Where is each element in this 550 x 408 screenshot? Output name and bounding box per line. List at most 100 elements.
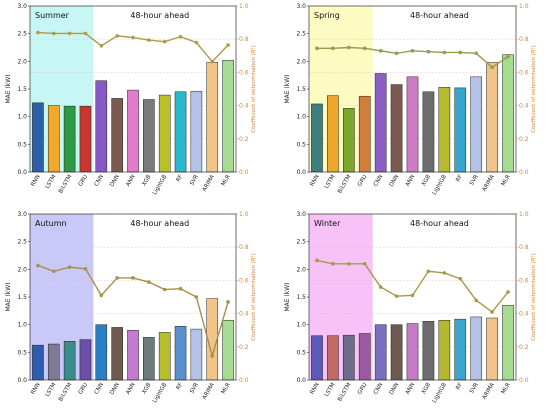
x-tick-label: LightGB <box>432 382 448 404</box>
bar-RNN <box>32 102 44 173</box>
x-tick-label: ARIMA <box>202 382 216 401</box>
y2-tick-label: 0.2 <box>239 344 249 351</box>
y2-tick-label: 0.6 <box>519 69 529 76</box>
y-tick-label: 2.0 <box>17 266 27 273</box>
bar-LightGB <box>158 332 171 381</box>
y-axis-label: MAE (kW) <box>5 282 12 311</box>
x-tick-label: GRU <box>78 174 89 188</box>
y2-tick-label: 0.2 <box>519 136 529 143</box>
bar-BiLSTM <box>342 334 355 381</box>
bar-CNN <box>374 324 387 381</box>
bar-MLR <box>222 319 234 381</box>
r2-point-XGB <box>426 49 431 54</box>
r2-point-CNN <box>99 44 104 48</box>
bar-CNN <box>95 80 108 173</box>
r2-point-DNN <box>115 34 119 38</box>
y-axis-label: MAE (kW) <box>284 282 291 311</box>
r2-point-DNN <box>394 294 399 298</box>
r2-point-ARIMA <box>490 310 494 314</box>
panel-1: 0.0 0.5 1.0 1.5 2.0 2.5 3.0 0.0 0.2 0.4 0.6 0.8 1.0 R… <box>284 3 537 196</box>
y-tick-label: 1.5 <box>17 294 27 301</box>
y2-tick-label: 0.6 <box>239 277 249 284</box>
y-tick-label: 2.5 <box>17 31 27 38</box>
season-title: Spring <box>314 11 340 20</box>
r2-point-ANN <box>131 35 135 40</box>
y2-axis-label: Coefficient of determination (R²) <box>250 45 257 132</box>
r2-point-DNN <box>394 51 399 56</box>
bar-MLR <box>502 54 514 173</box>
bar-SVR <box>470 316 483 381</box>
bar-ANN <box>127 89 139 173</box>
bar-LSTM <box>47 105 60 173</box>
y2-tick-label: 0.0 <box>239 377 249 384</box>
y2-tick-label: 0.4 <box>519 311 529 318</box>
x-tick-label: XGB <box>141 382 152 396</box>
r2-point-ANN <box>410 293 415 298</box>
r2-point-RF <box>458 276 463 281</box>
x-tick-label: BiLSTM <box>58 174 73 195</box>
r2-point-LightGB <box>162 287 167 292</box>
bar-GRU <box>79 339 92 381</box>
season-title: Autumn <box>35 219 67 228</box>
x-tick-label: CNN <box>94 382 105 396</box>
y-tick-label: 2.5 <box>296 239 306 246</box>
x-tick-label: GRU <box>357 382 368 396</box>
x-tick-label: RNN <box>30 382 41 396</box>
r2-point-RNN <box>36 30 40 35</box>
x-tick-label: ARIMA <box>482 382 496 401</box>
panel-3: 0.0 0.5 1.0 1.5 2.0 2.5 3.0 0.0 0.2 0.4 0.6 0.8 1.0 R… <box>284 211 537 404</box>
panel-0: 0.0 0.5 1.0 1.5 2.0 2.5 3.0 0.0 0.2 0.4 0.6 0.8 1.0 R… <box>5 3 257 196</box>
x-tick-label: RF <box>455 382 464 391</box>
bar-LSTM <box>327 335 339 381</box>
bar-GRU <box>79 105 92 173</box>
x-tick-label: RNN <box>30 174 41 188</box>
y2-tick-label: 0.4 <box>239 311 249 318</box>
y2-tick-label: 1.0 <box>519 211 529 218</box>
bar-RF <box>174 326 187 381</box>
x-tick-label: DNN <box>109 174 121 188</box>
x-tick-label: CNN <box>94 174 105 188</box>
x-tick-label: BiLSTM <box>337 174 352 195</box>
x-tick-label: XGB <box>421 174 432 188</box>
r2-point-GRU <box>362 46 367 51</box>
r2-point-RF <box>178 34 183 39</box>
y-tick-label: 0.5 <box>17 349 27 356</box>
r2-point-SVR <box>474 51 478 56</box>
bar-XGB <box>143 99 155 173</box>
r2-point-XGB <box>147 38 151 42</box>
y-tick-label: 1.5 <box>296 294 306 301</box>
x-tick-label: SVR <box>189 174 200 187</box>
r2-point-MLR <box>226 43 230 47</box>
y-tick-label: 0.0 <box>296 377 306 384</box>
y-tick-label: 2.0 <box>17 58 27 65</box>
bar-RNN <box>32 344 44 381</box>
bar-XGB <box>422 91 435 173</box>
x-tick-label: LightGB <box>152 174 168 196</box>
y2-tick-label: 0.4 <box>519 103 529 110</box>
y-tick-label: 0.5 <box>296 141 306 148</box>
season-title: Winter <box>314 219 341 228</box>
r2-point-SVR <box>474 298 478 303</box>
y-tick-label: 2.0 <box>296 58 306 65</box>
r2-point-ARIMA <box>210 59 215 64</box>
bar-RNN <box>311 103 323 173</box>
y2-tick-label: 0.4 <box>239 103 249 110</box>
y-tick-label: 0.5 <box>296 349 306 356</box>
x-tick-label: SVR <box>469 174 480 187</box>
bar-ANN <box>406 323 419 381</box>
y2-tick-label: 0.8 <box>239 36 249 43</box>
r2-point-ARIMA <box>490 65 494 70</box>
x-tick-label: LightGB <box>152 382 168 404</box>
bar-ARIMA <box>486 62 498 173</box>
r2-point-GRU <box>83 31 88 36</box>
bar-ARIMA <box>486 317 498 381</box>
r2-point-SVR <box>194 295 199 299</box>
r2-point-RF <box>458 50 463 55</box>
y2-tick-label: 0.0 <box>239 169 249 176</box>
bar-MLR <box>502 305 514 381</box>
y-tick-label: 3.0 <box>17 3 27 10</box>
y2-axis-label: Coefficient of determination (R²) <box>530 253 537 340</box>
x-tick-label: CNN <box>373 174 384 188</box>
r2-point-MLR <box>226 300 230 304</box>
